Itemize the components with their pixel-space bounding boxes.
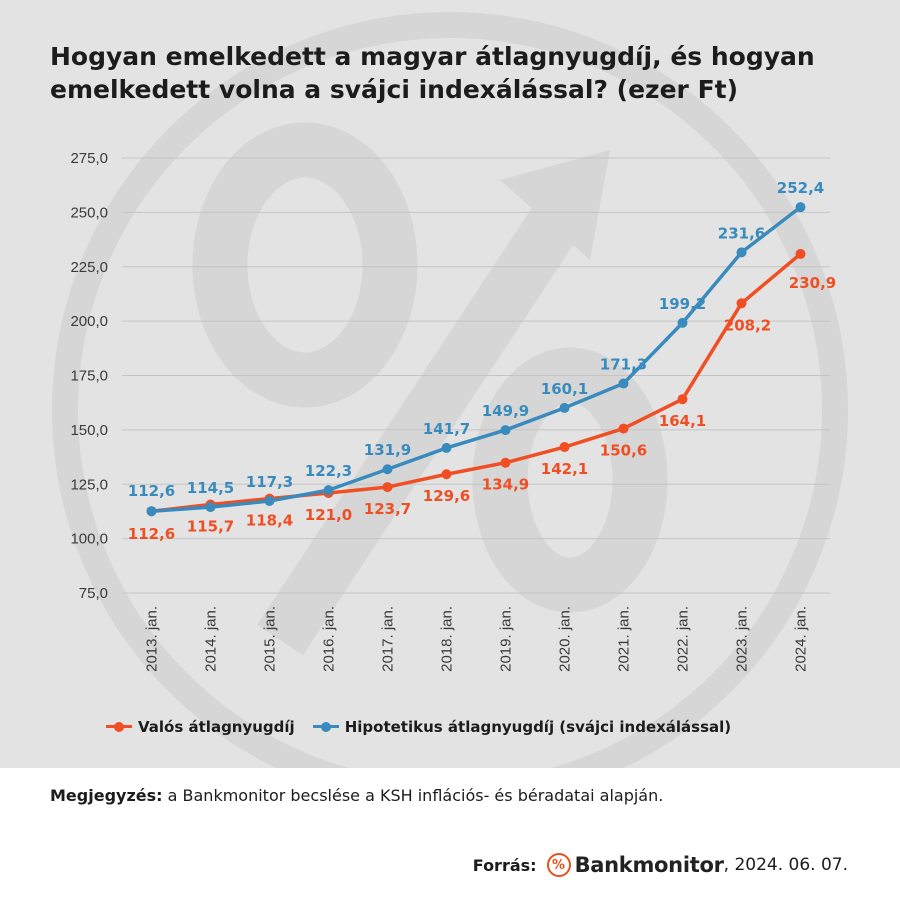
- data-point-hypothetical: [323, 485, 334, 496]
- percent-circle-icon: %: [546, 853, 571, 877]
- data-point-hypothetical: [264, 495, 275, 506]
- y-tick-label: 100,0: [70, 531, 108, 548]
- data-label-real: 150,6: [600, 442, 647, 460]
- legend-label-hypothetical: Hipotetikus átlagnyugdíj (svájci indexál…: [344, 718, 732, 736]
- series-line-real: [151, 252, 802, 513]
- data-label-hypothetical: 112,6: [128, 482, 175, 500]
- x-tick-label: 2023. jan.: [734, 606, 751, 672]
- y-tick-label: 175,0: [70, 368, 108, 385]
- data-point-hypothetical: [618, 378, 629, 389]
- footnote-label: Megjegyzés:: [50, 786, 163, 805]
- y-tick-label: 250,0: [70, 204, 108, 221]
- data-point-hypothetical: [382, 464, 393, 475]
- y-tick-label: 275,0: [70, 150, 108, 167]
- line-chart: 75,0 100,0 125,0 150,0 175,0 200,0 225,0 250,0 2…: [70, 150, 836, 672]
- data-label-hypothetical: 160,1: [541, 380, 588, 398]
- x-tick-label: 2014. jan.: [203, 606, 220, 672]
- legend-swatch-real: [106, 721, 132, 733]
- data-label-hypothetical: 199,2: [659, 295, 706, 313]
- y-tick-label: 200,0: [70, 313, 108, 330]
- source-date: , 2024. 06. 07.: [723, 855, 848, 875]
- legend-swatch-hypothetical: [312, 721, 339, 733]
- data-label-real: 134,9: [482, 476, 529, 494]
- data-label-hypothetical: 252,4: [777, 179, 824, 197]
- legend-item-hypothetical: Hipotetikus átlagnyugdíj (svájci indexál…: [312, 718, 732, 736]
- data-label-real: 129,6: [423, 487, 470, 505]
- x-tick-label: 2019. jan.: [498, 606, 515, 672]
- data-point-hypothetical: [500, 425, 511, 436]
- y-tick-label: 75,0: [79, 585, 108, 602]
- footnote-text: a Bankmonitor becslése a KSH inflációs- …: [167, 786, 664, 805]
- data-label-real: 121,0: [305, 506, 352, 524]
- source-line: Forrás: % Bankmonitor , 2024. 06. 07.: [473, 853, 848, 877]
- data-point-hypothetical: [205, 502, 216, 513]
- data-label-real: 112,6: [128, 525, 175, 543]
- data-label-hypothetical: 171,3: [600, 356, 647, 374]
- x-tick-label: 2022. jan.: [675, 606, 692, 672]
- data-point-real: [677, 394, 688, 405]
- data-label-hypothetical: 141,7: [423, 420, 470, 438]
- x-tick-label: 2013. jan.: [144, 606, 161, 672]
- data-point-real: [559, 442, 570, 453]
- data-label-hypothetical: 114,5: [187, 479, 234, 497]
- x-tick-label: 2020. jan.: [557, 606, 574, 672]
- data-label-real: 230,9: [789, 274, 836, 292]
- data-point-real: [618, 423, 629, 434]
- chart-legend: Valós átlagnyugdíj Hipotetikus átlagnyug…: [106, 714, 731, 740]
- data-point-real: [441, 469, 452, 480]
- x-tick-label: 2015. jan.: [262, 606, 279, 672]
- data-label-real: 164,1: [659, 412, 706, 430]
- chart-title: Hogyan emelkedett a magyar átlagnyugdíj,…: [50, 42, 815, 104]
- data-point-hypothetical: [146, 506, 157, 517]
- data-label-real: 118,4: [246, 512, 293, 530]
- x-tick-label: 2017. jan.: [380, 606, 397, 672]
- data-point-real: [736, 298, 747, 309]
- chart-panel: [0, 0, 900, 768]
- data-point-real: [795, 248, 806, 259]
- data-label-real: 142,1: [541, 460, 588, 478]
- data-label-hypothetical: 122,3: [305, 462, 352, 480]
- data-point-hypothetical: [736, 247, 747, 258]
- data-point-hypothetical: [441, 442, 452, 453]
- data-point-hypothetical: [677, 317, 688, 328]
- y-tick-label: 150,0: [70, 422, 108, 439]
- data-label-real: 115,7: [187, 517, 234, 535]
- data-label-real: 123,7: [364, 500, 411, 518]
- data-point-hypothetical: [559, 402, 570, 413]
- brand-logo-text: Bankmonitor: [574, 853, 724, 877]
- y-tick-label: 125,0: [70, 476, 108, 493]
- data-label-hypothetical: 149,9: [482, 402, 529, 420]
- x-tick-label: 2016. jan.: [321, 606, 338, 672]
- footnote: Megjegyzés: a Bankmonitor becslése a KSH…: [50, 786, 663, 805]
- data-point-hypothetical: [795, 202, 806, 213]
- data-label-hypothetical: 231,6: [718, 224, 765, 242]
- data-label-real: 208,2: [724, 316, 771, 334]
- source-label: Forrás:: [472, 855, 537, 875]
- data-point-real: [382, 482, 393, 493]
- legend-label-real: Valós átlagnyugdíj: [138, 718, 295, 736]
- legend-item-real: Valós átlagnyugdíj: [106, 718, 295, 736]
- x-tick-label: 2018. jan.: [439, 606, 456, 672]
- data-label-hypothetical: 117,3: [246, 473, 293, 491]
- data-label-hypothetical: 131,9: [364, 441, 411, 459]
- x-tick-label: 2024. jan.: [793, 606, 810, 672]
- series-line-hypothetical: [151, 205, 802, 513]
- data-point-real: [500, 457, 511, 468]
- y-tick-label: 225,0: [70, 259, 108, 276]
- x-tick-label: 2021. jan.: [616, 606, 633, 672]
